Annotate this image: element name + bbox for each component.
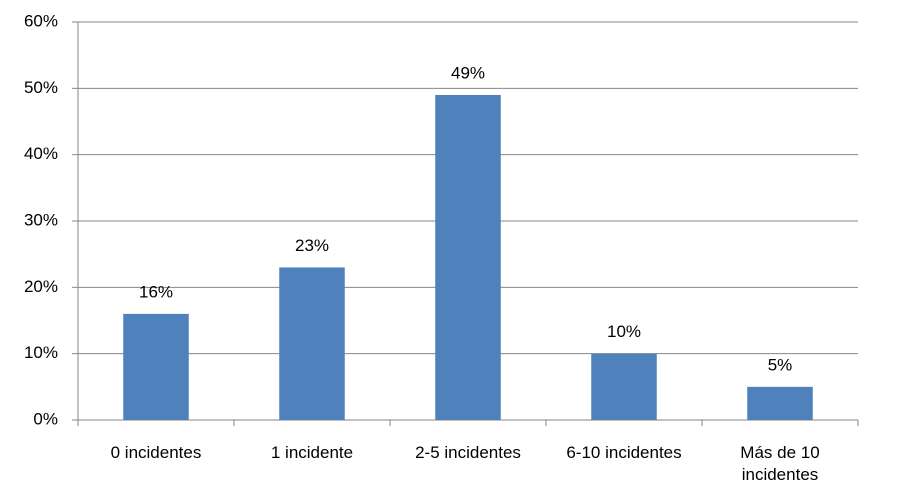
x-tick-label: 2-5 incidentes [415,443,521,462]
bar [123,313,189,420]
y-tick-label: 40% [24,144,58,163]
data-label: 23% [295,236,329,255]
bar [591,353,657,420]
data-label: 10% [607,322,641,341]
bar [435,94,501,420]
x-tick-label: 1 incidente [270,443,354,462]
y-tick-label: 0% [33,409,58,428]
x-tick-label: 0 incidentes [110,443,202,462]
x-tick-label: Más de 10 incidentes [740,443,820,484]
bar [279,267,345,420]
y-tick-label: 60% [24,11,58,30]
y-tick-label: 20% [24,277,58,296]
bar [747,386,813,420]
data-label: 49% [451,63,485,82]
y-tick-label: 30% [24,210,58,229]
y-tick-label: 50% [24,78,58,97]
y-tick-label: 10% [24,343,58,362]
x-tick-label: 6-10 incidentes [566,443,682,462]
data-label: 16% [139,282,173,301]
data-label: 5% [768,355,793,374]
